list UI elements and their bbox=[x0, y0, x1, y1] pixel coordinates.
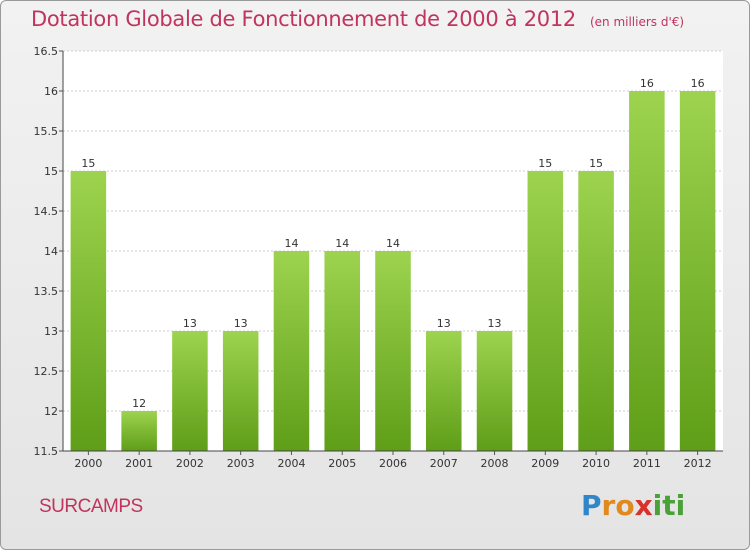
bar-value-label: 14 bbox=[386, 237, 400, 250]
bar bbox=[121, 411, 157, 451]
bar-value-label: 14 bbox=[284, 237, 298, 250]
bar-value-label: 16 bbox=[691, 77, 705, 90]
logo-letter: i bbox=[675, 489, 686, 522]
commune-name: SURCAMPS bbox=[39, 496, 143, 517]
bar-value-label: 14 bbox=[335, 237, 349, 250]
x-tick-label: 2004 bbox=[277, 457, 305, 470]
x-tick-label: 2000 bbox=[74, 457, 102, 470]
chart-title: Dotation Globale de Fonctionnement de 20… bbox=[31, 7, 684, 31]
x-tick-label: 2003 bbox=[227, 457, 255, 470]
labels: 11.5 12 12.5 13 13.5 14 14.5 15 15.5 16 16.5 15 2000… bbox=[34, 45, 712, 470]
x-tick-label: 2010 bbox=[582, 457, 610, 470]
bar bbox=[70, 171, 107, 451]
x-tick-label: 2001 bbox=[125, 457, 153, 470]
x-tick-label: 2009 bbox=[531, 457, 559, 470]
x-tick-label: 2005 bbox=[328, 457, 356, 470]
y-tick-label: 15 bbox=[44, 165, 58, 178]
y-tick-label: 12.5 bbox=[34, 365, 59, 378]
bar bbox=[222, 331, 259, 451]
bar-value-label: 12 bbox=[132, 397, 146, 410]
logo-letter: o bbox=[615, 489, 635, 522]
bar bbox=[172, 331, 208, 451]
bar bbox=[629, 91, 665, 451]
y-tick-label: 13 bbox=[44, 325, 58, 338]
y-tick-label: 14.5 bbox=[34, 205, 59, 218]
bar bbox=[476, 331, 513, 451]
y-tick-label: 16.5 bbox=[34, 45, 59, 58]
bars bbox=[70, 91, 716, 451]
chart-unit: (en milliers d'€) bbox=[589, 15, 685, 29]
logo-letter: t bbox=[662, 489, 676, 522]
bar-value-label: 16 bbox=[640, 77, 654, 90]
axes bbox=[59, 50, 723, 455]
bar bbox=[578, 171, 614, 451]
logo-letter: P bbox=[581, 489, 602, 522]
logo-letter: x bbox=[634, 489, 653, 522]
y-tick-label: 16 bbox=[44, 85, 58, 98]
y-tick-label: 14 bbox=[44, 245, 58, 258]
chart-title-text: Dotation Globale de Fonctionnement de 20… bbox=[31, 7, 576, 31]
x-tick-label: 2002 bbox=[176, 457, 204, 470]
bar-value-label: 15 bbox=[538, 157, 552, 170]
logo-letter: r bbox=[601, 489, 616, 522]
logo-letter: i bbox=[652, 489, 663, 522]
bar bbox=[679, 91, 716, 451]
bar-value-label: 13 bbox=[234, 317, 248, 330]
bar-value-label: 15 bbox=[589, 157, 603, 170]
proxiti-logo: Proxiti bbox=[581, 489, 685, 522]
bar-value-label: 13 bbox=[183, 317, 197, 330]
x-tick-label: 2011 bbox=[633, 457, 661, 470]
bar-value-label: 13 bbox=[488, 317, 502, 330]
x-tick-label: 2012 bbox=[684, 457, 712, 470]
x-tick-label: 2007 bbox=[430, 457, 458, 470]
y-tick-label: 15.5 bbox=[34, 125, 59, 138]
bar-value-label: 13 bbox=[437, 317, 451, 330]
y-tick-label: 11.5 bbox=[34, 445, 59, 458]
bar-value-label: 15 bbox=[81, 157, 95, 170]
bar bbox=[426, 331, 462, 451]
bar bbox=[324, 251, 360, 451]
y-tick-label: 13.5 bbox=[34, 285, 59, 298]
bar bbox=[273, 251, 310, 451]
bar bbox=[527, 171, 564, 451]
y-tick-label: 12 bbox=[44, 405, 58, 418]
x-tick-label: 2008 bbox=[481, 457, 509, 470]
bar bbox=[375, 251, 411, 451]
x-tick-label: 2006 bbox=[379, 457, 407, 470]
